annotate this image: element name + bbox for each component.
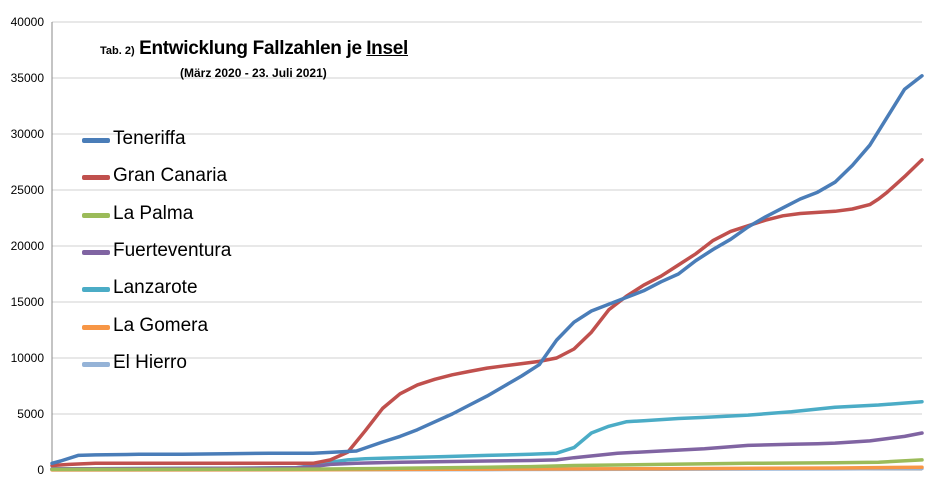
legend-swatch: [82, 175, 110, 181]
title-main: Entwicklung Fallzahlen je: [139, 38, 362, 59]
y-tick-label: 10000: [11, 351, 45, 365]
chart-title: Tab. 2) Entwicklung Fallzahlen je Insel: [100, 38, 408, 60]
legend-label: Fuerteventura: [113, 239, 232, 261]
y-tick-label: 30000: [11, 127, 45, 141]
y-axis-ticks: 0 5000 10000 15000 20000 25000 30000 35000 40000: [11, 15, 45, 477]
y-tick-label: 5000: [17, 407, 44, 421]
y-tick-label: 15000: [11, 295, 45, 309]
series-line-lanzarote: [50, 399, 924, 471]
legend-swatch: [82, 361, 110, 367]
legend-swatch: [82, 138, 110, 143]
series-line-la-palma: [50, 458, 924, 472]
y-tick-label: 35000: [11, 71, 45, 85]
y-tick-label: 20000: [11, 239, 45, 253]
chart-subtitle: (März 2020 - 23. Juli 2021): [180, 66, 327, 80]
series-line-teneriffa: [50, 74, 924, 466]
legend-label: La Palma: [113, 202, 194, 224]
legend-label: Teneriffa: [113, 128, 186, 149]
legend-swatch: [82, 324, 110, 330]
legend-swatch: [82, 212, 110, 218]
y-tick-label: 0: [37, 463, 44, 477]
y-tick-label: 40000: [11, 15, 45, 29]
series-line-gran-canaria: [50, 158, 924, 468]
gridlines: [51, 21, 922, 471]
legend-label: La Gomera: [113, 314, 209, 336]
legend-swatch: [82, 249, 110, 255]
y-tick-label: 25000: [11, 183, 45, 197]
series-lines: [50, 74, 924, 472]
legend-label: Gran Canaria: [113, 165, 228, 187]
legend-swatch: [82, 287, 110, 293]
title-prefix: Tab. 2): [100, 45, 135, 57]
legend-label: Lanzarote: [113, 277, 198, 299]
series-line-fuerteventura: [50, 431, 924, 471]
title-underlined: Insel: [366, 38, 409, 59]
legend-label: El Hierro: [113, 351, 187, 373]
